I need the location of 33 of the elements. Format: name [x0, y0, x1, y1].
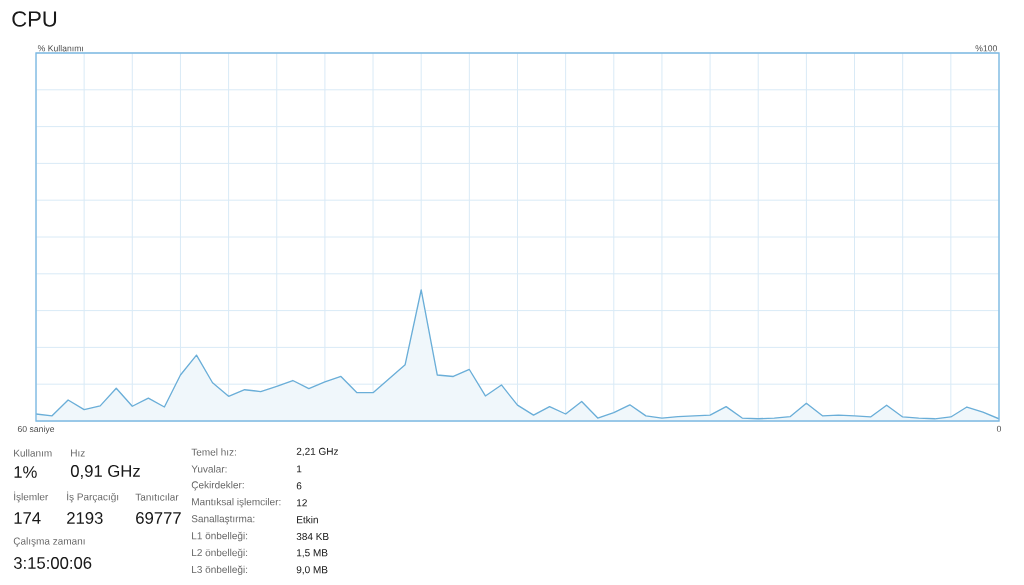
text: 1% — [14, 466, 37, 478]
text: İşlemler — [14, 491, 49, 503]
text: L2 önbelleği: — [192, 548, 248, 559]
text: 3:15:00:06 — [13, 557, 92, 569]
text: 9,0 MB — [296, 566, 328, 575]
y-tick-label: %100 — [975, 45, 998, 52]
text: 2,21 GHz — [296, 447, 338, 457]
text: L1 önbelleği: — [192, 531, 248, 542]
text: 6 — [296, 482, 302, 490]
text: Temel hız: — [191, 448, 236, 456]
text: L3 önbelleği: — [192, 565, 248, 575]
text: 1,5 MB — [297, 549, 328, 558]
text: 0,91 GHz — [70, 465, 140, 479]
text: Hız — [71, 449, 85, 457]
text: 69777 — [136, 512, 181, 524]
text: 2193 — [67, 512, 103, 524]
text: Sanallaştırma: — [191, 514, 255, 525]
text: Kullanım — [14, 449, 52, 457]
text: Çekirdekler: — [191, 481, 244, 491]
text: Tanıtıcılar — [135, 493, 179, 501]
text: 384 KB — [296, 532, 329, 541]
text: Etkin — [297, 515, 318, 524]
text: Çalışma zamanı — [13, 537, 85, 547]
text: 12 — [297, 499, 307, 507]
text: 174 — [14, 512, 41, 524]
text: Yuvalar: — [191, 465, 227, 473]
x-tick-label: 60 saniye — [17, 425, 55, 434]
y-axis-title: % Kullanımı — [37, 45, 84, 52]
text: İş Parçacığı — [67, 491, 119, 503]
chart-title: CPU — [12, 11, 57, 27]
text: 1 — [297, 465, 302, 473]
text: Mantıksal işlemciler: — [192, 498, 281, 508]
x-tick-label: 0 — [996, 425, 1002, 432]
